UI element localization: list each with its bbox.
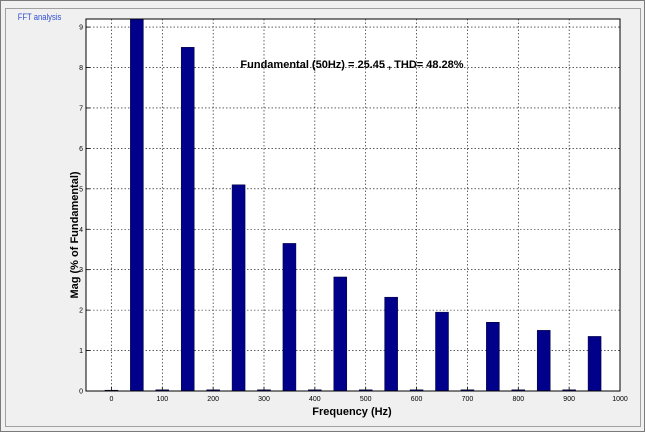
y-tick-label: 3 <box>79 267 83 274</box>
x-tick-label: 200 <box>207 396 219 403</box>
y-tick-label: 4 <box>79 227 83 234</box>
bar <box>130 18 144 392</box>
x-tick-label: 400 <box>309 396 321 403</box>
bar <box>536 330 551 392</box>
panel-title: FFT analysis <box>16 11 64 23</box>
bar <box>587 336 602 392</box>
y-tick-label: 8 <box>79 65 83 72</box>
x-ticks: 0 100 200 300 400 500 600 700 800 900 1000 <box>109 387 628 403</box>
bar <box>282 243 297 392</box>
bar <box>384 296 398 392</box>
y-ticks: 0 1 2 3 4 5 6 7 8 9 <box>79 25 90 396</box>
chart-title: Fundamental (50Hz) = 25.45 , THD= 48.28% <box>240 59 463 71</box>
y-tick-label: 7 <box>79 105 83 112</box>
grid-lines <box>86 19 620 391</box>
y-tick-label: 6 <box>79 146 83 153</box>
x-tick-label: 500 <box>360 396 372 403</box>
x-tick-label: 800 <box>512 396 524 403</box>
bar <box>180 47 195 392</box>
x-tick-label: 0 <box>109 396 113 403</box>
x-tick-label: 900 <box>563 396 575 403</box>
bar <box>486 322 500 392</box>
bar <box>435 311 449 392</box>
bars <box>104 18 602 392</box>
bar <box>231 184 246 392</box>
y-tick-label: 5 <box>79 186 83 193</box>
x-tick-label: 600 <box>411 396 423 403</box>
y-tick-label: 1 <box>79 348 83 355</box>
plot-area <box>86 19 620 391</box>
x-tick-label: 1000 <box>612 396 628 403</box>
y-tick-label: 2 <box>79 308 83 315</box>
x-tick-label: 100 <box>156 396 168 403</box>
fft-analysis-panel: FFT analysis <box>5 8 641 427</box>
y-axis-label: Mag (% of Fundamental) <box>69 171 81 298</box>
x-tick-label: 300 <box>258 396 270 403</box>
y-tick-label: 9 <box>79 25 83 32</box>
y-tick-label: 0 <box>79 389 83 396</box>
plot-border <box>85 18 621 392</box>
x-axis-label: Frequency (Hz) <box>312 406 392 418</box>
x-tick-label: 700 <box>462 396 474 403</box>
bar <box>333 276 348 392</box>
